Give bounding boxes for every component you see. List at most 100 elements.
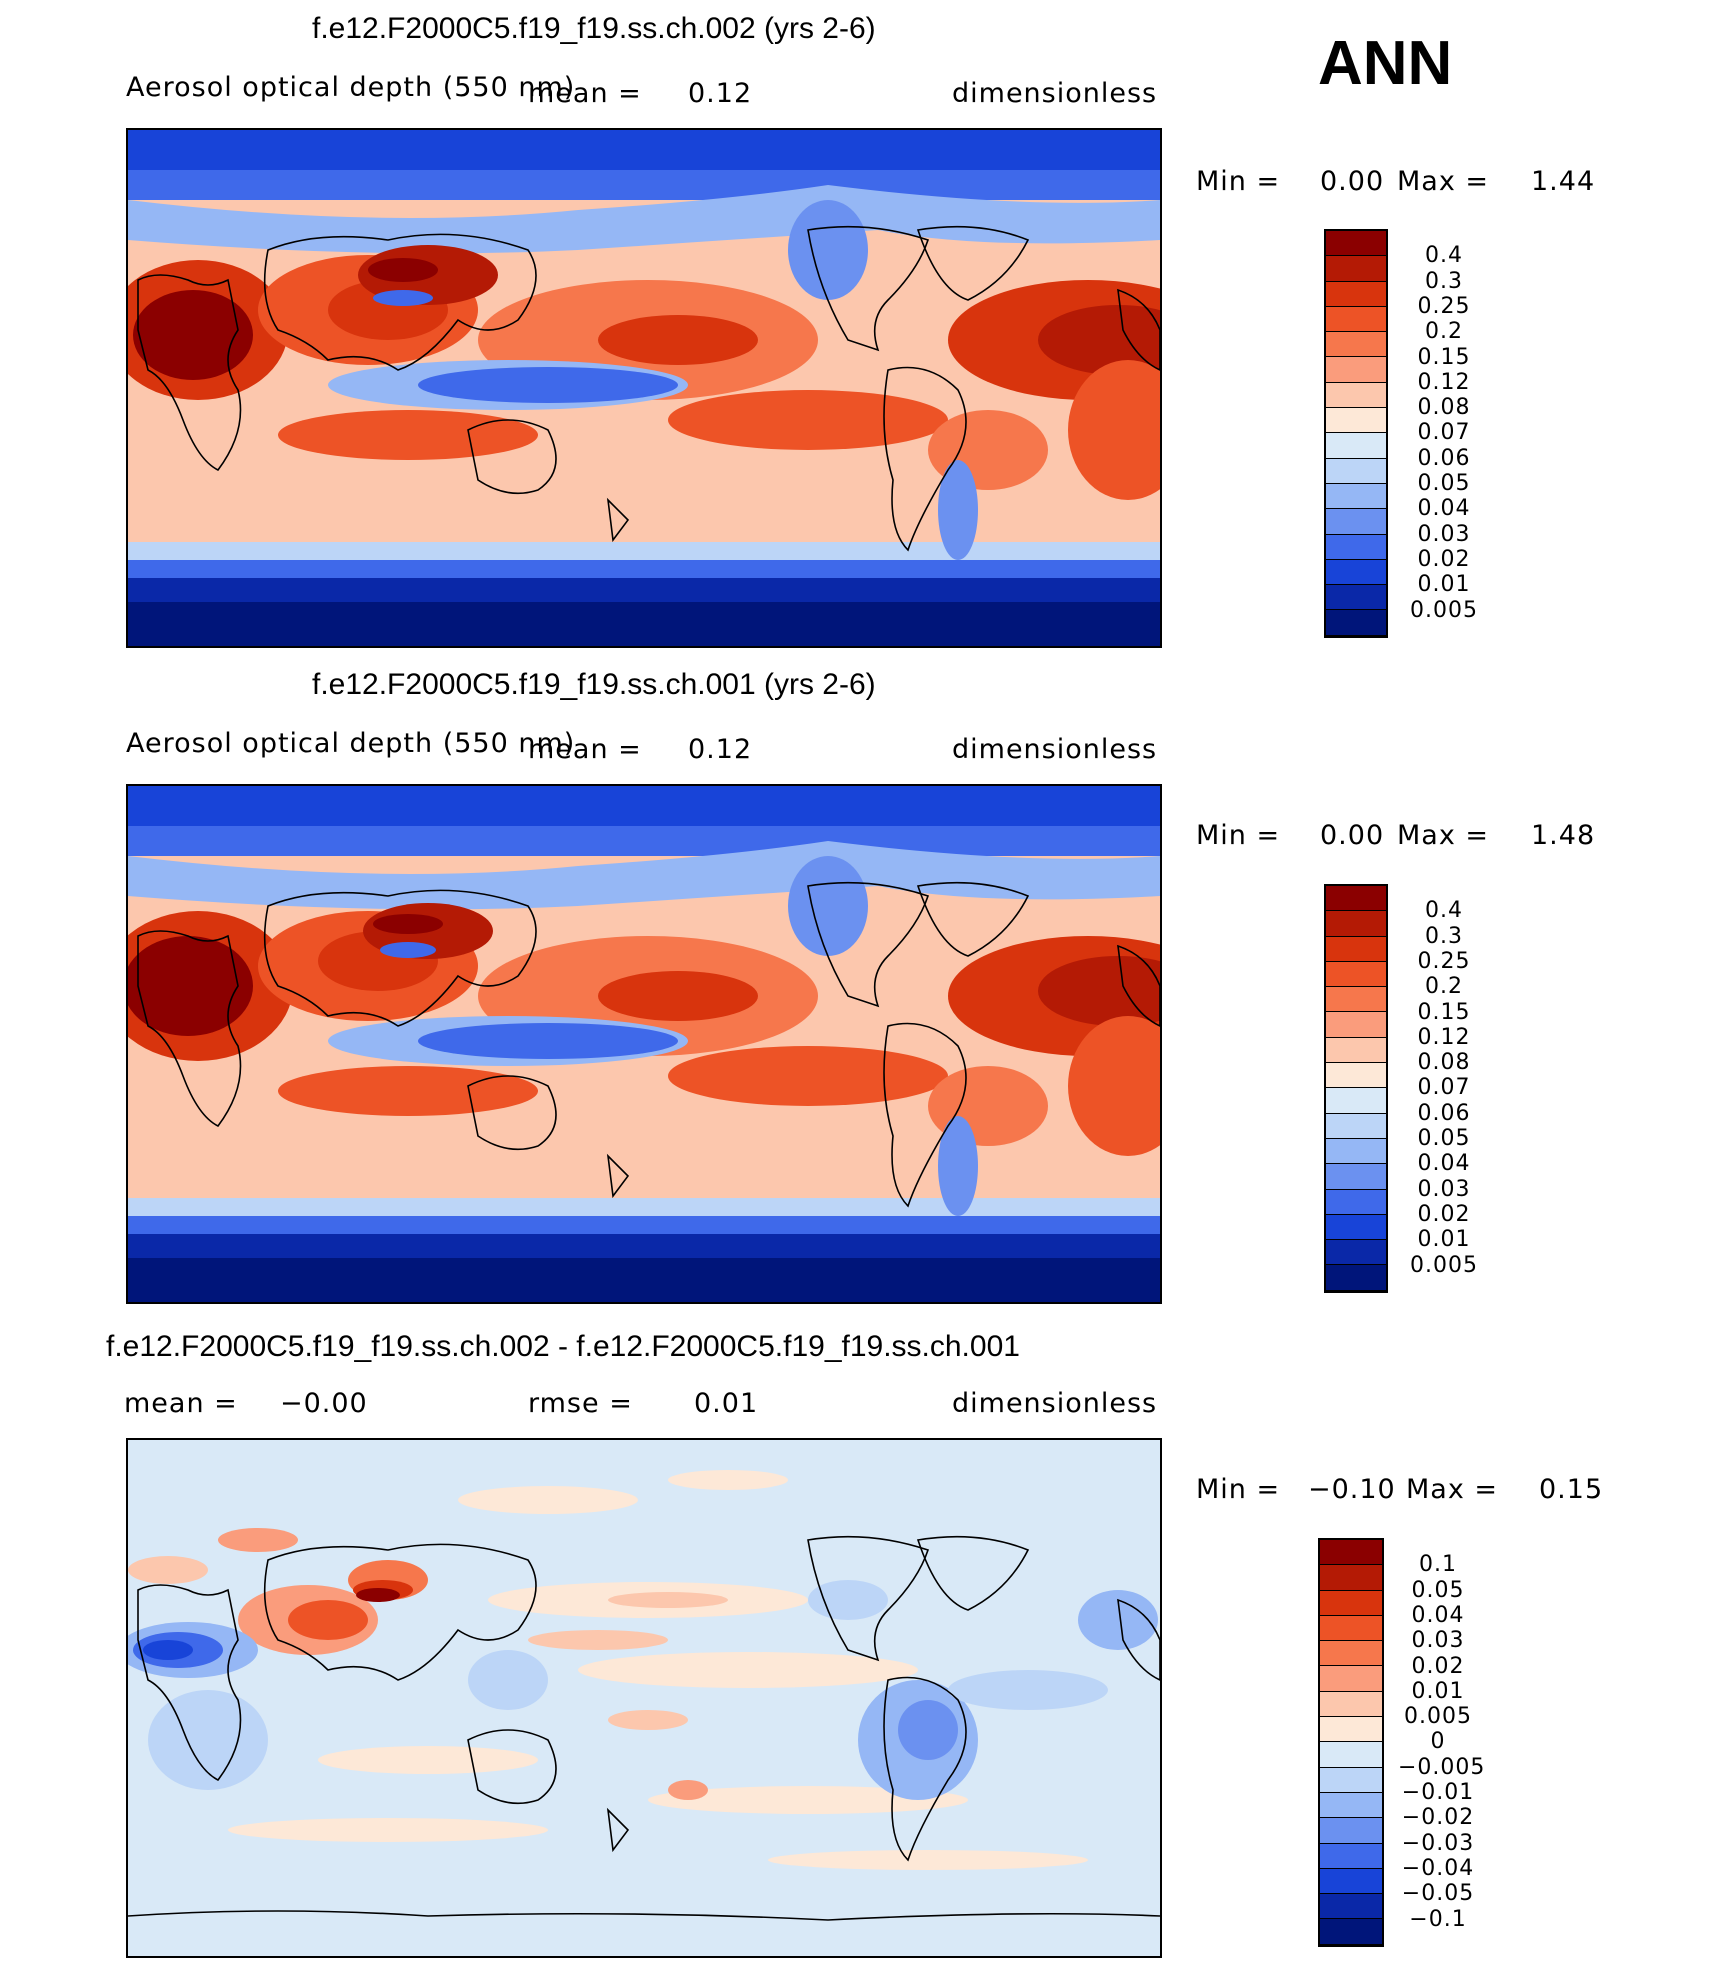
colorbar-swatches	[1324, 884, 1388, 1293]
colorbar-level-label: −0.04	[1401, 1855, 1475, 1881]
colorbar-level-label: 0.02	[1417, 546, 1471, 572]
panel2-max-value: 1.48	[1531, 820, 1596, 851]
colorbar-level-label: −0.005	[1398, 1754, 1486, 1780]
panel3-max-value: 0.15	[1539, 1474, 1604, 1505]
colorbar-level-label: 0.05	[1417, 471, 1471, 496]
colorbar-level-label: −0.05	[1401, 1881, 1475, 1907]
panel2-title: f.e12.F2000C5.f19_f19.ss.ch.001 (yrs 2-6…	[312, 668, 876, 701]
colorbar-swatch	[1326, 1088, 1386, 1114]
colorbar-swatch	[1326, 458, 1386, 484]
colorbar-swatch	[1326, 936, 1386, 962]
colorbar-swatch	[1320, 1666, 1382, 1692]
panel2-max-label: Max =	[1397, 820, 1490, 851]
colorbar-swatch	[1320, 1894, 1382, 1920]
panel2-units: dimensionless	[952, 734, 1158, 765]
panel1-min-label: Min =	[1196, 166, 1281, 197]
colorbar-swatch	[1320, 1843, 1382, 1869]
colorbar-swatch	[1326, 961, 1386, 988]
panel3-map	[126, 1438, 1162, 1958]
colorbar-level-label: 0.08	[1417, 395, 1471, 421]
panel1-map	[126, 128, 1162, 648]
colorbar-swatch	[1326, 231, 1386, 257]
colorbar-swatch	[1326, 382, 1386, 409]
colorbar-level-label: 0.2	[1425, 974, 1463, 1000]
colorbar-swatch	[1326, 509, 1386, 535]
colorbar-level-label: 0.05	[1417, 1126, 1471, 1151]
colorbar-swatch	[1326, 281, 1386, 307]
panel3-diff-field	[128, 1440, 1160, 1956]
panel1-mean-value: 0.12	[688, 78, 753, 109]
panel2-mean-value: 0.12	[688, 734, 753, 765]
colorbar-level-label: 0.06	[1417, 445, 1471, 471]
colorbar-swatch	[1326, 1214, 1386, 1241]
panel3-min-label: Min =	[1196, 1474, 1281, 1505]
panel2-aod-field	[128, 786, 1160, 1302]
colorbar-swatch	[1320, 1919, 1382, 1945]
colorbar-level-label: 0.01	[1417, 1227, 1471, 1253]
colorbar-level-label: 0	[1430, 1729, 1446, 1755]
colorbar-swatch	[1326, 911, 1386, 937]
panel3-rmse-value: 0.01	[694, 1388, 759, 1419]
colorbar-swatch	[1326, 1240, 1386, 1266]
colorbar-swatch	[1326, 1113, 1386, 1139]
colorbar-swatch	[1326, 332, 1386, 358]
colorbar-swatch	[1320, 1590, 1382, 1616]
colorbar-swatch	[1320, 1742, 1382, 1768]
panel3-rmse-label: rmse =	[528, 1388, 633, 1419]
panel2-min-value: 0.00	[1320, 820, 1385, 851]
colorbar-level-label: 0.04	[1417, 496, 1471, 522]
colorbar-swatch	[1326, 483, 1386, 510]
colorbar-level-label: 0.01	[1411, 1678, 1465, 1704]
colorbar-level-label: 0.4	[1425, 243, 1463, 269]
panel1-max-value: 1.44	[1531, 166, 1596, 197]
colorbar-level-label: 0.3	[1425, 268, 1463, 294]
colorbar-level-label: 0.15	[1417, 999, 1471, 1025]
colorbar-level-label: 0.06	[1417, 1100, 1471, 1126]
colorbar-level-label: 0.12	[1417, 369, 1471, 395]
panel1-title: f.e12.F2000C5.f19_f19.ss.ch.002 (yrs 2-6…	[312, 12, 876, 45]
colorbar-level-label: 0.005	[1404, 1704, 1472, 1730]
colorbar-level-label: 0.12	[1417, 1024, 1471, 1050]
colorbar-level-label: 0.03	[1417, 1176, 1471, 1202]
colorbar-swatch	[1320, 1792, 1382, 1819]
colorbar-level-label: 0.25	[1417, 948, 1471, 974]
colorbar-level-label: −0.1	[1409, 1906, 1467, 1932]
panel1-variable: Aerosol optical depth (550 nm)	[126, 72, 576, 103]
colorbar-level-label: 0.05	[1411, 1577, 1465, 1603]
panel3-mean-value: −0.00	[280, 1388, 368, 1419]
colorbar-level-label: 0.005	[1410, 1252, 1478, 1278]
colorbar-swatch	[1326, 559, 1386, 586]
colorbar-swatch	[1326, 610, 1386, 636]
colorbar-swatch	[1326, 585, 1386, 611]
panel3-mean-label: mean =	[124, 1388, 238, 1419]
season-label: ANN	[1318, 29, 1453, 98]
panel1-min-value: 0.00	[1320, 166, 1385, 197]
colorbar-swatch	[1320, 1767, 1382, 1793]
colorbar-swatch	[1326, 1138, 1386, 1165]
panel3-title: f.e12.F2000C5.f19_f19.ss.ch.002 - f.e12.…	[106, 1330, 1020, 1363]
colorbar-level-label: −0.02	[1401, 1805, 1475, 1831]
colorbar-level-label: 0.02	[1411, 1653, 1465, 1679]
panel2-map	[126, 784, 1162, 1304]
colorbar-swatch	[1326, 256, 1386, 282]
colorbar-level-label: 0.01	[1417, 572, 1471, 598]
colorbar-level-label: 0.02	[1417, 1201, 1471, 1227]
colorbar-swatch	[1320, 1717, 1382, 1743]
colorbar-swatch	[1326, 433, 1386, 459]
colorbar-swatch	[1320, 1818, 1382, 1844]
colorbar-swatch	[1326, 987, 1386, 1013]
colorbar-level-label: −0.01	[1401, 1780, 1475, 1805]
colorbar-swatch	[1326, 886, 1386, 912]
colorbar-level-label: 0.005	[1410, 597, 1478, 623]
panel1-mean-label: mean =	[528, 78, 642, 109]
colorbar-swatch	[1326, 408, 1386, 434]
colorbar-swatch	[1320, 1540, 1382, 1566]
colorbar-swatches	[1324, 229, 1388, 638]
panel2-min-label: Min =	[1196, 820, 1281, 851]
colorbar-swatch	[1320, 1565, 1382, 1591]
colorbar-swatch	[1326, 1164, 1386, 1190]
panel2-variable: Aerosol optical depth (550 nm)	[126, 728, 576, 759]
panel3-units: dimensionless	[952, 1388, 1158, 1419]
panel2-mean-label: mean =	[528, 734, 642, 765]
colorbar-swatch	[1320, 1691, 1382, 1718]
